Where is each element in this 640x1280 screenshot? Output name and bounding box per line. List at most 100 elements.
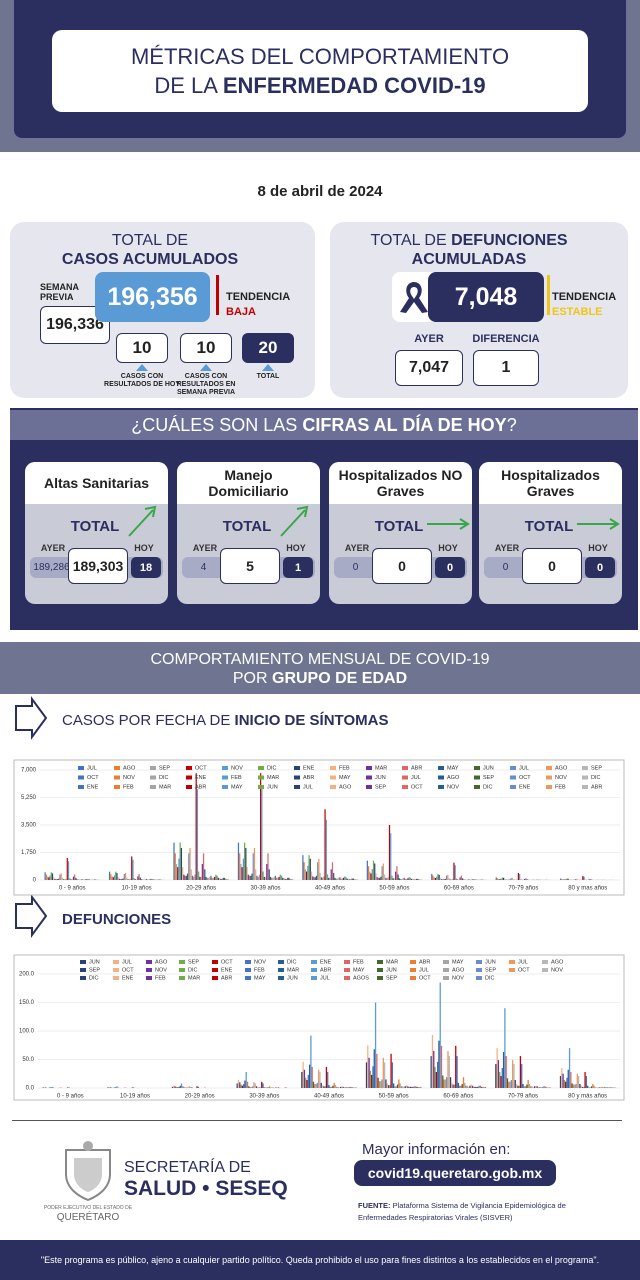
legend-label: JUL (303, 784, 313, 790)
y-tick-label: 5,250 (21, 795, 37, 801)
bar (514, 1080, 516, 1088)
bar (402, 878, 404, 880)
bar (567, 878, 569, 880)
bar (382, 863, 384, 880)
bar (320, 1082, 322, 1088)
source-text: Plataforma Sistema de Vigilancia Epidemi… (358, 1201, 566, 1222)
legend-swatch (344, 960, 350, 964)
legend-label: ABR (419, 959, 430, 965)
bar (567, 1069, 569, 1088)
bar (414, 879, 416, 880)
bar (216, 875, 218, 880)
bar (466, 879, 469, 880)
legend-swatch (509, 960, 515, 964)
bar (48, 1087, 51, 1088)
bar (385, 1079, 387, 1088)
bar (580, 1085, 582, 1088)
bar (308, 855, 310, 880)
legend-swatch (146, 976, 152, 980)
bar (451, 1082, 453, 1088)
bar (380, 876, 382, 880)
arrow-icon (15, 893, 48, 939)
x-tick-label: 60-69 años (444, 886, 474, 892)
bar (259, 1087, 262, 1088)
state-label: PODER EJECUTIVO DEL ESTADO DE (43, 1205, 133, 1211)
bar (408, 1086, 410, 1088)
bar (518, 1085, 520, 1088)
bar (390, 1053, 392, 1088)
bar (583, 876, 585, 880)
bar (597, 1087, 599, 1088)
bar (561, 1068, 563, 1088)
bar (535, 1085, 537, 1088)
bar (195, 773, 197, 880)
bar (260, 773, 262, 880)
bar (471, 1085, 474, 1088)
bar (370, 873, 372, 880)
bar (388, 825, 391, 880)
bar (194, 874, 196, 880)
legend-label: JUL (122, 959, 132, 965)
bar (240, 1084, 242, 1088)
legend-swatch (114, 785, 120, 789)
bar (457, 1082, 459, 1088)
x-tick-label: 70-79 años (508, 1094, 538, 1100)
bar (431, 1034, 434, 1088)
bar (336, 878, 339, 880)
x-tick-label: 30-39 años (249, 1094, 279, 1100)
bar (178, 1086, 180, 1088)
bar (328, 1085, 330, 1088)
bar (611, 1087, 613, 1088)
url[interactable]: covid19.queretaro.gob.mx (354, 1160, 556, 1186)
bar (513, 1064, 515, 1088)
bar (342, 1086, 344, 1088)
bar (475, 1086, 478, 1088)
bar (313, 877, 315, 880)
bar (326, 874, 329, 880)
bar (418, 1086, 421, 1088)
separator (12, 1120, 622, 1121)
bar (479, 1085, 481, 1088)
bar (453, 862, 455, 880)
title-text: TOTAL DE (370, 232, 447, 249)
bar (49, 875, 51, 880)
bar (449, 879, 451, 880)
bar (528, 1084, 531, 1088)
bar (461, 1084, 463, 1088)
bar (461, 878, 464, 880)
bar (308, 1064, 311, 1088)
y-tick-label: 50.0 (22, 1057, 34, 1063)
legend-swatch (80, 960, 86, 964)
y-tick-label: 200.0 (19, 972, 35, 978)
bar (68, 1087, 70, 1088)
bar (237, 1080, 240, 1088)
bar (594, 1087, 597, 1088)
bar (328, 877, 330, 880)
bar (264, 1087, 267, 1088)
bar (383, 874, 386, 880)
secretaria: SECRETARÍA DE (124, 1159, 251, 1176)
bar (254, 1083, 256, 1088)
bar (458, 1085, 461, 1088)
bar (247, 874, 249, 880)
bar (330, 1086, 333, 1088)
legend-label: AGO (452, 967, 465, 973)
bar (314, 877, 316, 880)
bar (395, 871, 397, 880)
bar (601, 1087, 603, 1088)
header-title: MÉTRICAS DEL COMPORTAMIENTO DE LA ENFERM… (52, 30, 588, 112)
legend-swatch (113, 976, 119, 980)
x-tick-label: 0 - 9 años (57, 1094, 84, 1100)
legend-swatch (258, 785, 264, 789)
bar (188, 853, 190, 880)
bar (562, 879, 564, 880)
bar (204, 869, 206, 880)
bar (417, 878, 419, 880)
bar (564, 879, 567, 880)
legend-label: JUN (485, 959, 496, 965)
legend-swatch (212, 960, 218, 964)
legend-swatch (582, 775, 588, 780)
legend-swatch (245, 976, 251, 980)
legend-label: NOV (452, 975, 464, 981)
